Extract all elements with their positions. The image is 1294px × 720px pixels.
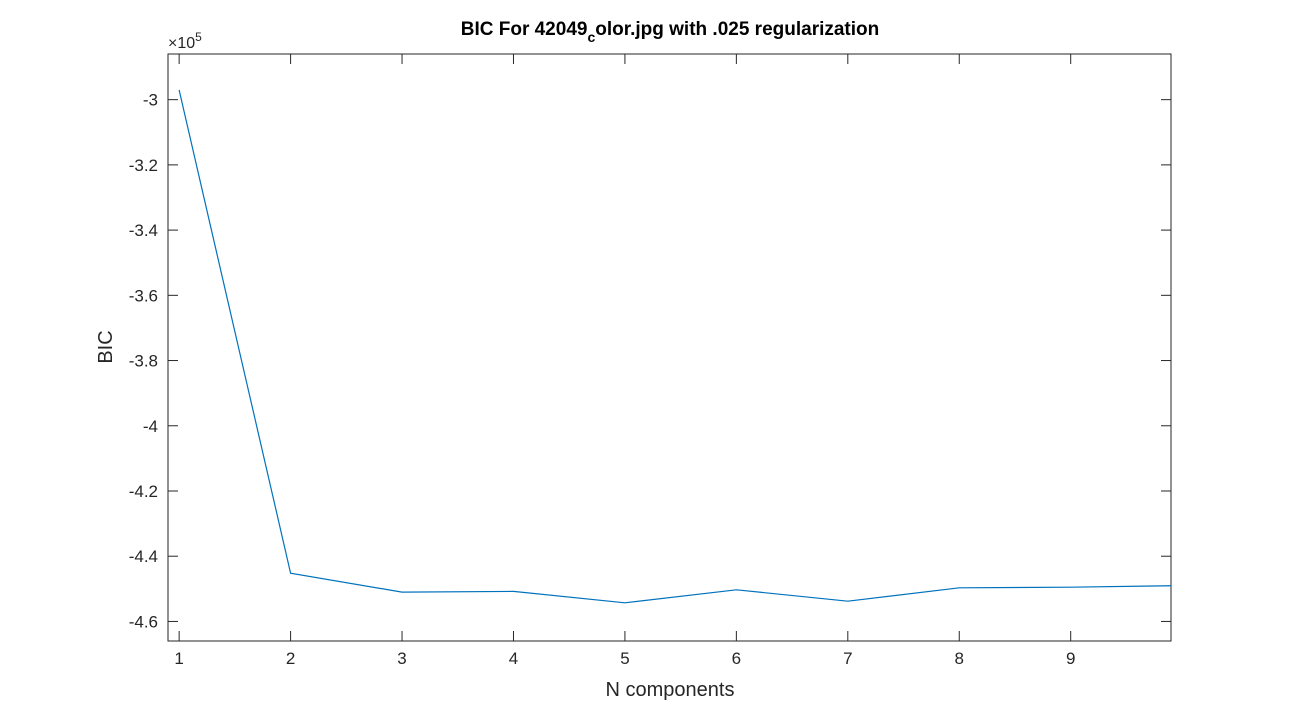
y-tick-label: -3.4 xyxy=(129,221,158,240)
x-tick-label: 5 xyxy=(620,649,629,668)
y-tick-label: -3 xyxy=(143,91,158,110)
y-axis-ticks: -4.6 -4.4 -4.2 -4 -3.8 -3.6 -3.4 -3.2 -3 xyxy=(129,91,1171,631)
x-tick-label: 7 xyxy=(843,649,852,668)
y-tick-label: -4 xyxy=(143,417,158,436)
y-tick-label: -4.6 xyxy=(129,612,158,631)
x-tick-label: 6 xyxy=(732,649,741,668)
x-tick-label: 8 xyxy=(955,649,964,668)
y-tick-label: -3.6 xyxy=(129,286,158,305)
plot-frame xyxy=(167,53,1172,642)
x-axis-label: N components xyxy=(606,679,735,701)
x-tick-label: 9 xyxy=(1066,649,1075,668)
y-axis-label: BIC xyxy=(95,330,117,363)
x-tick-label: 4 xyxy=(509,649,518,668)
y-axis-exponent-power: 5 xyxy=(195,30,202,44)
series-group xyxy=(178,89,1171,604)
x-axis-ticks: 1 2 3 4 5 6 7 8 9 xyxy=(174,54,1075,668)
y-axis-exponent-base: ×10 xyxy=(168,35,195,52)
chart-title-subscript: c xyxy=(587,29,595,45)
y-axis-exponent: ×105 xyxy=(168,30,202,52)
x-tick-label: 3 xyxy=(397,649,406,668)
chart-title-rest: olor.jpg with .025 regularization xyxy=(595,19,879,40)
x-tick-label: 2 xyxy=(286,649,295,668)
y-tick-label: -4.2 xyxy=(129,482,158,501)
series-line xyxy=(178,89,1171,604)
chart-title: BIC For 42049color.jpg with .025 regular… xyxy=(461,19,880,45)
x-tick-label: 1 xyxy=(174,649,183,668)
y-tick-label: -3.8 xyxy=(129,352,158,371)
y-tick-label: -4.4 xyxy=(129,547,158,566)
chart-title-main: BIC For 42049 xyxy=(461,19,588,40)
y-tick-label: -3.2 xyxy=(129,156,158,175)
